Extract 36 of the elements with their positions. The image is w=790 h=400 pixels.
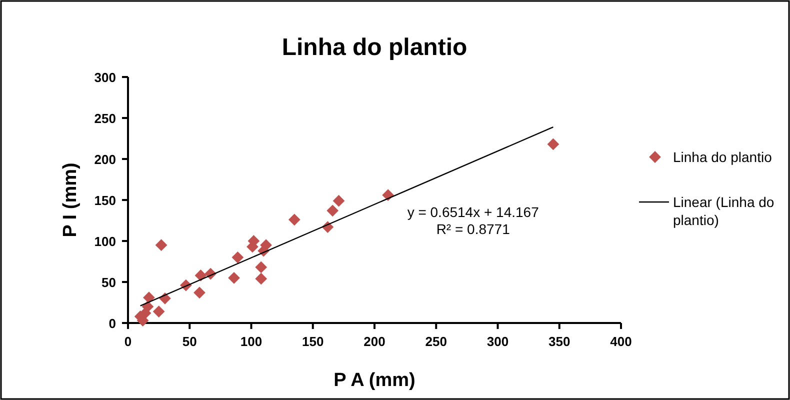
y-tick-label: 0 [108,316,116,331]
point [228,272,240,284]
y-tick-label: 300 [94,70,116,85]
y-tick-label: 50 [102,275,116,290]
x-tick-label: 350 [548,334,570,349]
x-tick-label: 200 [364,334,386,349]
point [326,204,339,217]
point [255,261,268,274]
x-tick-label: 300 [486,334,509,349]
y-tick-label: 150 [94,193,116,208]
x-tick-label: 250 [425,334,447,349]
chart-title: Linha do plantio [282,34,468,61]
y-tick-label: 250 [94,111,116,126]
y-tick-label: 100 [94,234,116,249]
point [332,194,345,207]
point [547,138,560,150]
legend-label: Linear (Linha do plantio) [673,194,774,228]
point [232,251,244,264]
legend-label: Linha do plantio [673,149,772,165]
x-tick-label: 100 [240,334,262,349]
x-tick-label: 150 [302,334,324,349]
point [152,306,165,318]
point [194,286,206,299]
point [255,272,268,285]
x-tick-label: 50 [182,334,197,349]
point [288,214,300,226]
point [155,239,168,252]
point [194,270,207,282]
annotation: R² = 0.8771 [436,221,510,238]
x-axis-title: P A (mm) [334,370,416,391]
point [143,292,155,304]
y-tick-label: 200 [94,152,116,167]
y-axis-title: P I (mm) [60,162,81,238]
annotation: y = 0.6514x + 14.167 [407,204,540,220]
x-tick-label: 400 [610,334,632,349]
x-tick-label: 0 [124,334,132,349]
